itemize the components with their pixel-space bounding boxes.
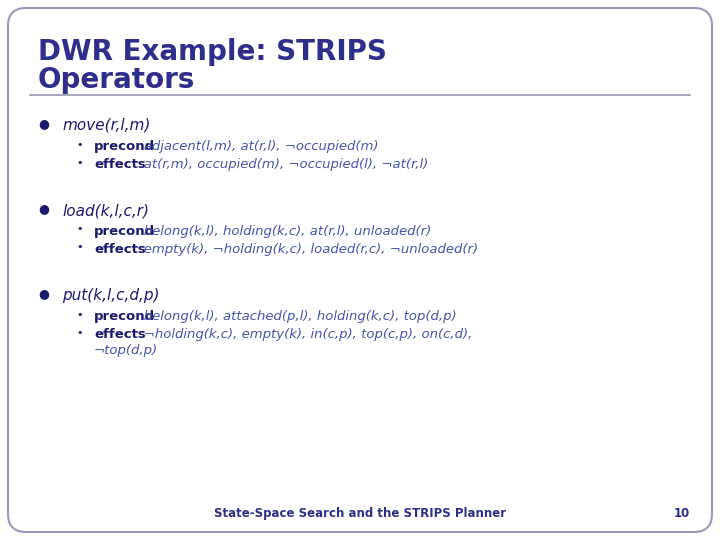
Text: : empty(k), ¬holding(k,c), loaded(r,c), ¬unloaded(r): : empty(k), ¬holding(k,c), loaded(r,c), … [135,243,478,256]
Text: put(k,l,c,d,p): put(k,l,c,d,p) [62,288,160,303]
Text: •: • [77,242,84,253]
Text: ●: ● [39,117,50,130]
Text: precond: precond [94,140,155,153]
Text: effects: effects [94,243,145,256]
Text: precond: precond [94,310,155,323]
Text: •: • [77,327,84,338]
Text: •: • [77,158,84,167]
Text: : at(r,m), occupied(m), ¬occupied(l), ¬at(r,l): : at(r,m), occupied(m), ¬occupied(l), ¬a… [135,158,428,171]
Text: : belong(k,l), attached(p,l), holding(k,c), top(d,p): : belong(k,l), attached(p,l), holding(k,… [135,310,457,323]
Text: : adjacent(l,m), at(r,l), ¬occupied(m): : adjacent(l,m), at(r,l), ¬occupied(m) [135,140,379,153]
Text: State-Space Search and the STRIPS Planner: State-Space Search and the STRIPS Planne… [214,507,506,520]
Text: : belong(k,l), holding(k,c), at(r,l), unloaded(r): : belong(k,l), holding(k,c), at(r,l), un… [135,225,431,238]
FancyBboxPatch shape [8,8,712,532]
Text: effects: effects [94,328,145,341]
Text: •: • [77,309,84,320]
Text: 10: 10 [674,507,690,520]
Text: •: • [77,225,84,234]
Text: precond: precond [94,225,155,238]
Text: load(k,l,c,r): load(k,l,c,r) [62,203,149,218]
Text: : ¬holding(k,c), empty(k), in(c,p), top(c,p), on(c,d),: : ¬holding(k,c), empty(k), in(c,p), top(… [135,328,472,341]
Text: move(r,l,m): move(r,l,m) [62,118,150,133]
Text: effects: effects [94,158,145,171]
Text: ●: ● [39,202,50,215]
Text: •: • [77,139,84,150]
Text: ¬top(d,p): ¬top(d,p) [94,344,158,357]
Text: Operators: Operators [38,66,195,94]
Text: ●: ● [39,287,50,300]
Text: DWR Example: STRIPS: DWR Example: STRIPS [38,38,387,66]
